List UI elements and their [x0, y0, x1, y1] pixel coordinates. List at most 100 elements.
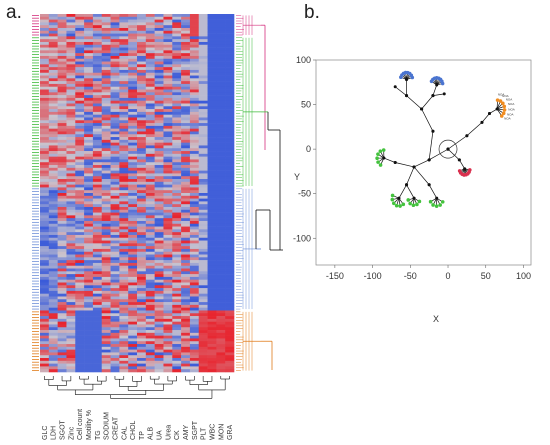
heatmap-cell — [92, 92, 103, 96]
heatmap-cell — [145, 260, 155, 264]
heatmap-cell — [40, 41, 50, 46]
tree-node — [438, 203, 442, 207]
heatmap-cell — [128, 360, 138, 364]
heatmap-cell — [154, 260, 164, 264]
heatmap-cell — [92, 78, 103, 82]
heatmap-cell — [163, 190, 173, 194]
heatmap-cell — [48, 363, 58, 367]
heatmap-cell — [66, 193, 76, 197]
heatmap-cell — [84, 246, 94, 250]
heatmap-cell — [216, 81, 226, 85]
heatmap-cell — [75, 279, 85, 283]
heatmap-cell — [92, 75, 103, 79]
heatmap-cell — [119, 193, 129, 197]
heatmap-cell — [225, 360, 235, 364]
heatmap-cell — [189, 162, 200, 166]
heatmap-cell — [119, 288, 129, 292]
heatmap-cell — [92, 220, 103, 225]
heatmap-cell — [57, 162, 67, 166]
tree-edge — [447, 135, 468, 150]
heatmap-cell — [145, 349, 155, 353]
heatmap-cell — [207, 341, 217, 345]
heatmap-cell — [154, 95, 164, 99]
heatmap-cell — [189, 307, 200, 311]
heatmap-cell — [189, 145, 200, 149]
heatmap-cell — [92, 363, 103, 367]
tree-node — [397, 196, 401, 200]
heatmap-cell — [216, 190, 226, 194]
heatmap-cell — [92, 268, 103, 272]
heatmap-cell — [225, 30, 235, 34]
heatmap-cell — [145, 360, 155, 364]
heatmap-cell — [48, 61, 58, 65]
tree-node — [495, 98, 500, 102]
heatmap-cell — [110, 145, 120, 149]
heatmap-cell — [101, 262, 111, 267]
heatmap-cell — [163, 237, 173, 241]
heatmap-cell — [172, 293, 182, 297]
heatmap-cell — [57, 53, 67, 57]
heatmap-cell — [119, 358, 129, 362]
heatmap-cell — [181, 142, 191, 146]
heatmap-cell — [225, 148, 235, 152]
heatmap-cell — [128, 193, 138, 197]
heatmap-cell — [101, 81, 111, 85]
heatmap-cell — [163, 358, 173, 362]
heatmap-cell — [57, 25, 67, 29]
heatmap-cell — [181, 346, 191, 350]
heatmap-cell — [84, 173, 94, 177]
heatmap-cell — [92, 279, 103, 283]
heatmap-cell — [225, 330, 235, 334]
heatmap-cell — [207, 248, 217, 253]
heatmap-cell — [57, 321, 67, 325]
heatmap-cell — [145, 268, 155, 272]
heatmap-cell — [110, 97, 120, 102]
heatmap-cell — [110, 212, 120, 216]
heatmap-cell — [128, 81, 138, 85]
heatmap-cell — [145, 181, 155, 185]
heatmap-cell — [119, 335, 129, 339]
heatmap-cell — [225, 352, 235, 356]
heatmap-cell — [128, 41, 138, 46]
heatmap-cell — [225, 369, 235, 373]
heatmap-cell — [163, 64, 173, 68]
heatmap-cell — [75, 95, 85, 99]
heatmap-cell — [92, 142, 103, 146]
heatmap-cell — [84, 151, 94, 155]
heatmap-cell — [154, 156, 164, 160]
heatmap-cell — [84, 14, 94, 18]
heatmap-cell — [154, 226, 164, 230]
heatmap-cell — [163, 103, 173, 107]
column-label: WBC — [209, 424, 216, 440]
heatmap-cell — [119, 120, 129, 124]
heatmap-cell — [189, 19, 200, 23]
heatmap-cell — [119, 95, 129, 99]
heatmap-cell — [119, 100, 129, 104]
heatmap-cell — [48, 156, 58, 160]
heatmap-cell — [207, 167, 217, 171]
heatmap-cell — [172, 109, 182, 113]
heatmap-cell — [119, 248, 129, 253]
heatmap-cell — [66, 324, 76, 328]
heatmap-cell — [110, 293, 120, 297]
heatmap-cell — [181, 176, 191, 180]
heatmap-cell — [57, 50, 67, 54]
heatmap-cell — [84, 193, 94, 197]
heatmap-cell — [181, 137, 191, 141]
heatmap-cell — [189, 206, 200, 211]
heatmap-cell — [40, 229, 50, 233]
heatmap-cell — [110, 72, 120, 76]
heatmap-cell — [110, 346, 120, 350]
heatmap-cell — [216, 198, 226, 202]
heatmap-cell — [198, 81, 208, 85]
heatmap-cell — [154, 212, 164, 216]
heatmap-cell — [48, 117, 58, 121]
heatmap-cell — [145, 167, 155, 171]
heatmap-cell — [48, 324, 58, 328]
heatmap-cell — [101, 184, 111, 188]
heatmap-cell — [110, 232, 120, 236]
heatmap-cell — [101, 215, 111, 219]
heatmap-cell — [154, 313, 164, 317]
heatmap-cell — [92, 25, 103, 29]
heatmap-cell — [137, 179, 147, 183]
